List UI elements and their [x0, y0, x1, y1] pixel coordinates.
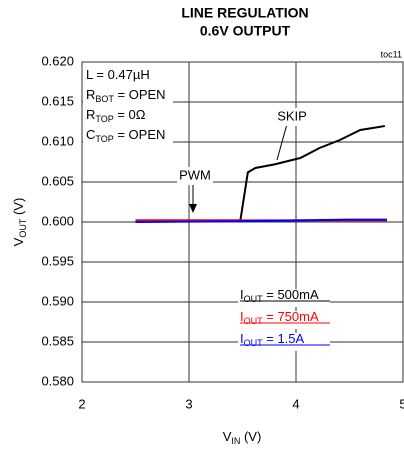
legend-label-main: I — [240, 331, 244, 346]
conditions-bg — [83, 65, 173, 149]
legend-bg — [238, 289, 330, 307]
legend-bg — [238, 311, 330, 329]
x-axis-label-rest: (V) — [240, 429, 261, 444]
legend-label-sub: OUT — [244, 294, 264, 304]
condition-label: CTOP = OPEN — [86, 127, 165, 144]
y-tick-label: 0.580 — [41, 373, 74, 388]
y-tick-label: 0.615 — [41, 93, 74, 108]
y-tick-label: 0.595 — [41, 253, 74, 268]
legend-label: IOUT = 750mA — [240, 309, 319, 326]
series-line — [135, 218, 387, 223]
legend-label-rest: = 500mA — [263, 287, 319, 302]
y-tick-label: 0.600 — [41, 213, 74, 228]
y-axis-label-sub: OUT — [18, 218, 28, 238]
legend-label-sub: OUT — [244, 316, 264, 326]
condition-label-main: R — [86, 87, 95, 102]
legend-label-sub: OUT — [244, 338, 264, 348]
y-tick-label: 0.585 — [41, 333, 74, 348]
y-tick-label: 0.605 — [41, 173, 74, 188]
condition-label-rest: = 0Ω — [114, 107, 146, 122]
x-tick-label: 2 — [78, 396, 85, 411]
legend-bg — [238, 333, 330, 351]
condition-label-rest: = OPEN — [114, 127, 166, 142]
x-axis-label-sub: IN — [231, 436, 240, 446]
x-tick-label: 4 — [292, 396, 299, 411]
legend-label-main: I — [240, 287, 244, 302]
condition-label: RTOP = 0Ω — [86, 107, 146, 124]
legend-label-rest: = 750mA — [263, 309, 319, 324]
x-tick-label: 5 — [399, 396, 404, 411]
condition-label-main: L = 0.47µH — [86, 67, 150, 82]
condition-label-sub: TOP — [95, 134, 113, 144]
x-tick-label: 3 — [185, 396, 192, 411]
y-axis-label-rest: (V) — [11, 198, 26, 219]
legend-label: IOUT = 500mA — [240, 287, 319, 304]
annotation-bg — [177, 167, 213, 185]
legend-label-rest: = 1.5A — [263, 331, 305, 346]
y-tick-label: 0.590 — [41, 293, 74, 308]
y-tick-label: 0.610 — [41, 133, 74, 148]
legend-label: IOUT = 1.5A — [240, 331, 305, 348]
x-axis-label-main: V — [223, 429, 232, 444]
condition-label: RBOT = OPEN — [86, 87, 166, 104]
condition-label-sub: BOT — [95, 94, 114, 104]
annotation-line — [276, 123, 288, 161]
condition-label: L = 0.47µH — [86, 67, 150, 82]
y-tick-label: 0.620 — [41, 53, 74, 68]
condition-label-main: R — [86, 107, 95, 122]
annotation: SKIP — [277, 108, 307, 123]
legend-label-main: I — [240, 309, 244, 324]
chart-subtitle: 0.6V OUTPUT — [200, 23, 291, 39]
condition-label-sub: TOP — [95, 114, 113, 124]
annotation: PWM — [179, 167, 211, 182]
condition-label-rest: = OPEN — [114, 87, 166, 102]
annotation-bg — [272, 108, 312, 126]
y-axis-label-main: V — [11, 237, 26, 246]
x-axis-label: VIN (V) — [223, 429, 262, 446]
y-axis-label: VOUT (V) — [11, 198, 28, 247]
chart-title: LINE REGULATION — [181, 5, 308, 21]
condition-label-main: C — [86, 127, 95, 142]
arrow-head — [189, 204, 197, 213]
figure-id: toc11 — [381, 49, 402, 59]
